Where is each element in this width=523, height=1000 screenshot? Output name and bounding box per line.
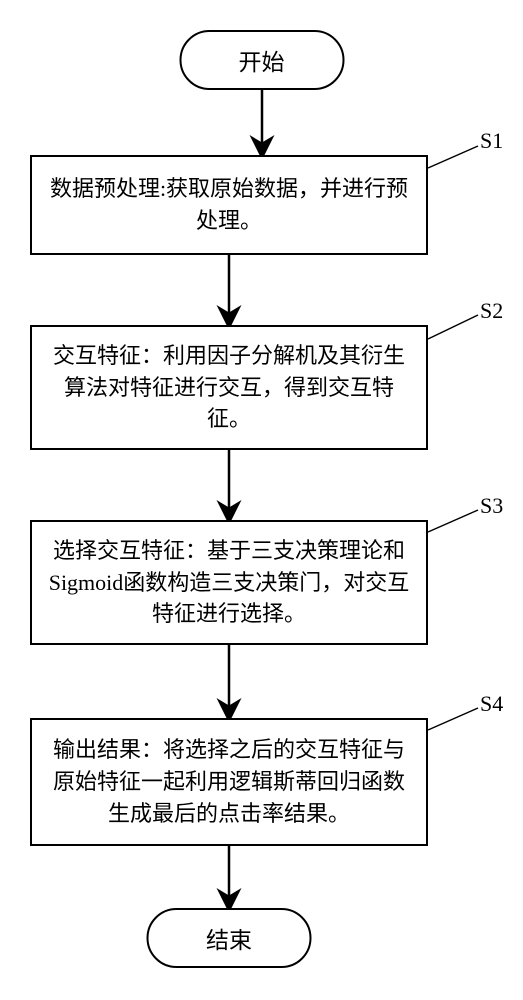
node-s1-text: 数据预处理:获取原始数据，并进行预处理。 (46, 173, 412, 237)
callout-label-s1: S1 (480, 128, 503, 154)
node-start: 开始 (179, 30, 344, 90)
callout-label-s2: S2 (480, 298, 503, 324)
callout-line-s4 (428, 708, 478, 730)
node-s3: 选择交互特征：基于三支决策理论和Sigmoid函数构造三支决策门，对交互特征进行… (30, 520, 428, 645)
node-s4: 输出结果：将选择之后的交互特征与原始特征一起利用逻辑斯蒂回归函数生成最后的点击率… (30, 718, 428, 846)
node-s1: 数据预处理:获取原始数据，并进行预处理。 (30, 155, 428, 255)
node-s3-text: 选择交互特征：基于三支决策理论和Sigmoid函数构造三支决策门，对交互特征进行… (46, 535, 412, 631)
callout-line-s1 (428, 146, 478, 168)
flowchart-root: 开始 数据预处理:获取原始数据，并进行预处理。 S1 交互特征：利用因子分解机及… (0, 0, 523, 80)
node-end-label: 结束 (206, 921, 252, 955)
callout-label-s4: S4 (480, 691, 503, 717)
callout-line-s2 (428, 315, 478, 339)
callout-label-s3: S3 (480, 493, 503, 519)
callout-line-s3 (428, 510, 478, 532)
arrows-layer (0, 0, 523, 1000)
node-s2: 交互特征：利用因子分解机及其衍生算法对特征进行交互，得到交互特征。 (30, 325, 428, 450)
node-s2-text: 交互特征：利用因子分解机及其衍生算法对特征进行交互，得到交互特征。 (46, 340, 412, 436)
node-s4-text: 输出结果：将选择之后的交互特征与原始特征一起利用逻辑斯蒂回归函数生成最后的点击率… (46, 734, 412, 830)
node-end: 结束 (147, 908, 312, 968)
node-start-label: 开始 (239, 43, 285, 77)
